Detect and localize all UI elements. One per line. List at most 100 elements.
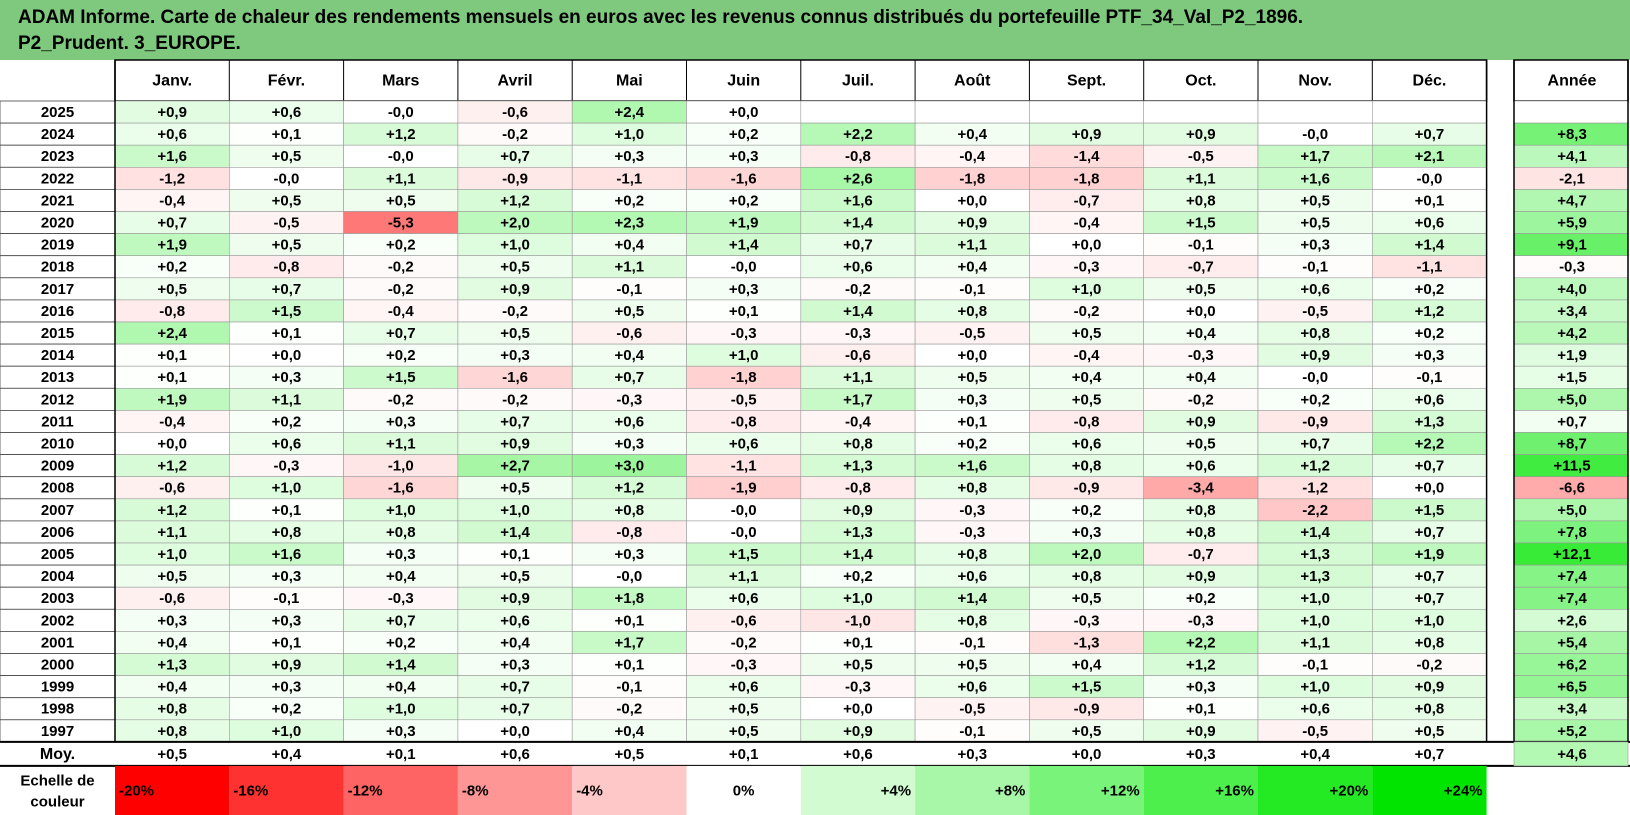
cell-value: +1,6 — [843, 192, 873, 209]
cell-value: +0,5 — [500, 480, 530, 497]
cell-value: +0,9 — [1415, 679, 1445, 696]
color-scale-swatch — [343, 765, 458, 815]
cell-value: +0,9 — [1186, 568, 1216, 585]
cell-value: -0,2 — [616, 701, 642, 718]
cell-value: -0,3 — [1074, 259, 1100, 276]
cell-value: -0,4 — [845, 413, 872, 430]
color-scale-swatch — [229, 765, 344, 815]
average-value: +0,1 — [729, 746, 759, 763]
cell-value: +1,0 — [272, 480, 302, 497]
cell-value: +0,3 — [272, 612, 302, 629]
year-label: 1997 — [41, 723, 74, 740]
cell-value: +0,6 — [157, 126, 187, 143]
cell-value: -0,1 — [616, 679, 642, 696]
cell-value: +0,5 — [500, 568, 530, 585]
annual-value: -6,6 — [1559, 480, 1585, 497]
cell-value: +0,1 — [157, 369, 187, 386]
year-label: 2020 — [41, 215, 74, 232]
year-label: 2013 — [41, 369, 74, 386]
cell-value: +0,1 — [157, 347, 187, 364]
cell-value: -1,3 — [1074, 634, 1100, 651]
month-header: Févr. — [268, 73, 305, 90]
cell-value: +0,9 — [957, 215, 987, 232]
cell-value: -0,3 — [1188, 612, 1214, 629]
annual-value: +9,1 — [1557, 237, 1587, 254]
cell-value: -0,4 — [1074, 347, 1101, 364]
cell-value: +1,4 — [1415, 237, 1445, 254]
heatmap-cell — [1029, 100, 1145, 124]
cell-value: +0,7 — [1415, 568, 1445, 585]
color-scale-step: -4% — [576, 782, 603, 799]
annual-value: +2,6 — [1557, 612, 1587, 629]
cell-value: +0,6 — [729, 679, 759, 696]
cell-value: -0,1 — [1417, 369, 1443, 386]
cell-value: +0,5 — [1072, 391, 1102, 408]
cell-value: +1,1 — [957, 237, 987, 254]
year-label: 2007 — [41, 502, 74, 519]
cell-value: +1,3 — [1300, 546, 1330, 563]
cell-value: +1,1 — [1300, 634, 1330, 651]
cell-value: -0,2 — [1417, 657, 1443, 674]
color-scale-label: Echelle de — [20, 773, 94, 790]
cell-value: +1,6 — [957, 458, 987, 475]
cell-value: +0,0 — [957, 192, 987, 209]
cell-value: +0,7 — [500, 413, 530, 430]
cell-value: +1,3 — [1300, 568, 1330, 585]
cell-value: -0,7 — [1188, 259, 1214, 276]
cell-value: -0,2 — [388, 281, 414, 298]
cell-value: +1,6 — [272, 546, 302, 563]
cell-value: +1,2 — [1415, 303, 1445, 320]
cell-value: +0,4 — [386, 679, 416, 696]
cell-value: +0,6 — [615, 413, 645, 430]
cell-value: +1,5 — [386, 369, 416, 386]
annual-value: +8,7 — [1557, 436, 1587, 453]
color-scale-swatch — [1029, 765, 1144, 815]
year-label: 2009 — [41, 458, 74, 475]
cell-value: +1,0 — [500, 237, 530, 254]
cell-value: -0,3 — [616, 391, 642, 408]
annual-value: +0,7 — [1557, 413, 1587, 430]
cell-value: +0,6 — [843, 259, 873, 276]
year-label: 2025 — [41, 104, 74, 121]
cell-value: +0,3 — [1186, 679, 1216, 696]
month-header: Mai — [616, 73, 643, 90]
cell-value: +0,5 — [615, 303, 645, 320]
cell-value: +1,3 — [1415, 413, 1445, 430]
cell-value: +0,9 — [1072, 126, 1102, 143]
cell-value: +0,3 — [500, 657, 530, 674]
cell-value: +1,7 — [843, 391, 873, 408]
cell-value: +0,7 — [157, 215, 187, 232]
cell-value: -0,2 — [1188, 391, 1214, 408]
cell-value: -0,6 — [845, 347, 871, 364]
cell-value: +1,2 — [500, 192, 530, 209]
title-bar: ADAM Informe. Carte de chaleur des rende… — [0, 0, 1630, 60]
cell-value: +2,4 — [157, 325, 187, 342]
cell-value: +0,8 — [957, 546, 987, 563]
cell-value: +0,8 — [843, 436, 873, 453]
cell-value: -0,9 — [1074, 480, 1100, 497]
annual-value: +6,2 — [1557, 657, 1587, 674]
cell-value: +0,1 — [272, 325, 302, 342]
cell-value: +3,0 — [615, 458, 645, 475]
cell-value: -1,0 — [845, 612, 871, 629]
cell-value: +0,5 — [272, 237, 302, 254]
color-scale-step: 0% — [733, 782, 755, 799]
cell-value: -1,2 — [159, 170, 185, 187]
cell-value: +1,0 — [272, 723, 302, 740]
cell-value: -0,3 — [731, 325, 757, 342]
color-scale-swatch — [800, 765, 916, 815]
cell-value: -0,6 — [159, 480, 185, 497]
cell-value: -1,8 — [1074, 170, 1100, 187]
cell-value: +0,9 — [272, 657, 302, 674]
color-scale-step: -16% — [233, 782, 268, 799]
cell-value: +0,3 — [729, 148, 759, 165]
cell-value: +0,6 — [957, 679, 987, 696]
year-label: 1998 — [41, 701, 74, 718]
heatmap-cell — [1143, 100, 1259, 124]
cell-value: +0,9 — [1300, 347, 1330, 364]
cell-value: +2,2 — [1186, 634, 1216, 651]
cell-value: +0,7 — [500, 148, 530, 165]
cell-value: +2,2 — [1415, 436, 1445, 453]
annual-value: +3,4 — [1557, 701, 1587, 718]
cell-value: +0,7 — [386, 325, 416, 342]
